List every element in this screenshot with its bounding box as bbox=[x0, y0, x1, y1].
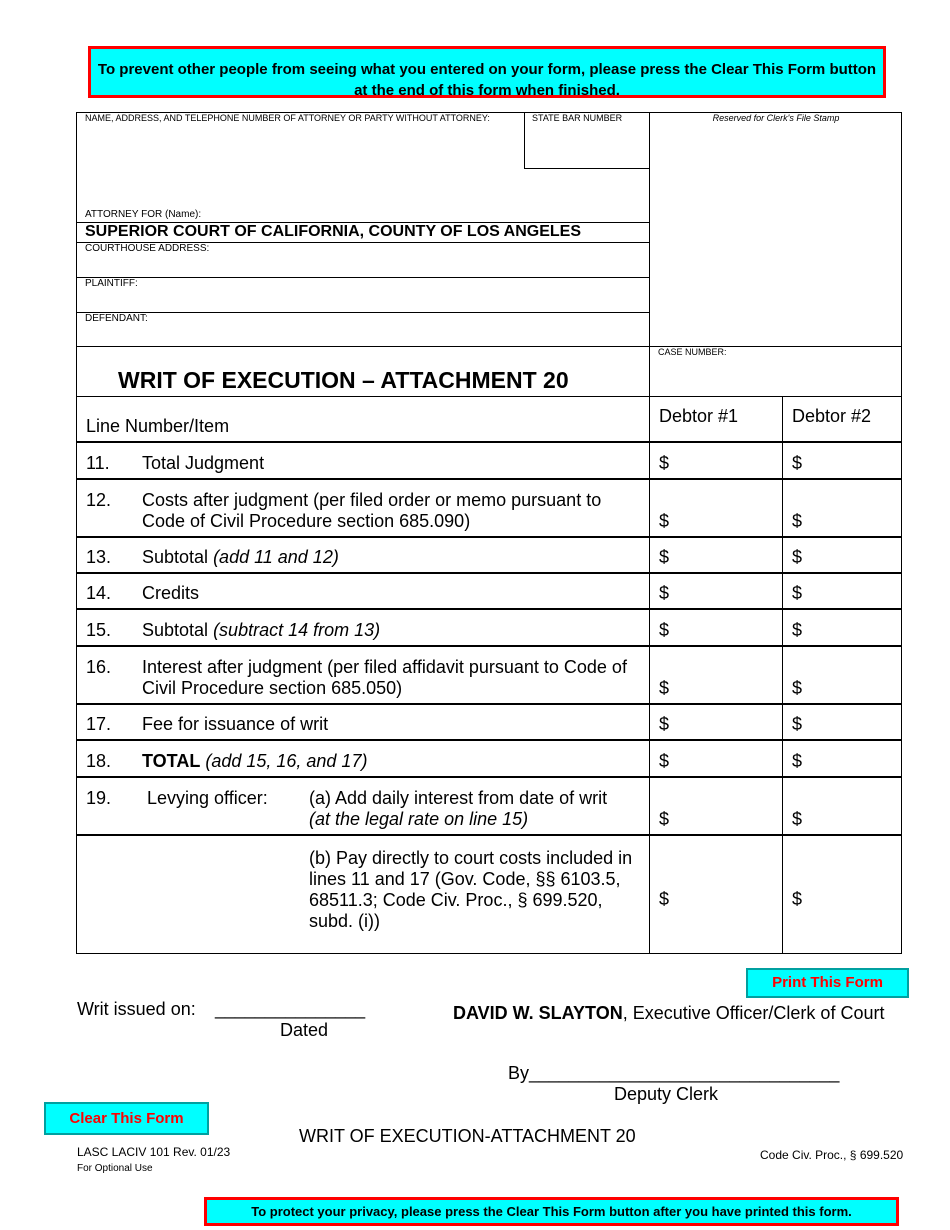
top-privacy-notice: To prevent other people from seeing what… bbox=[88, 46, 886, 99]
debtor2-amount[interactable]: $ bbox=[792, 620, 803, 640]
table-row-13: 13. Subtotal (add 11 and 12) $ $ bbox=[76, 536, 902, 573]
writ-issued-date-field[interactable]: _______________ bbox=[215, 999, 366, 1019]
debtor1-amount[interactable]: $ bbox=[659, 511, 670, 531]
court-name: SUPERIOR COURT OF CALIFORNIA, COUNTY OF … bbox=[85, 223, 582, 240]
debtor1-amount[interactable]: $ bbox=[659, 889, 670, 909]
attorney-for-label: ATTORNEY FOR (Name): bbox=[85, 209, 202, 220]
col-debtor-2: Debtor #2 bbox=[792, 406, 872, 426]
clerk-stamp-label: Reserved for Clerk's File Stamp bbox=[712, 113, 840, 123]
print-form-button[interactable]: Print This Form bbox=[746, 968, 909, 998]
debtor1-amount[interactable]: $ bbox=[659, 547, 670, 567]
state-bar-label: STATE BAR NUMBER bbox=[532, 113, 623, 123]
bottom-privacy-notice: To protect your privacy, please press th… bbox=[204, 1197, 899, 1226]
table-row-14: 14. Credits $ $ bbox=[76, 572, 902, 609]
clear-form-button[interactable]: Clear This Form bbox=[44, 1102, 209, 1135]
table-row-18: 18. TOTAL (add 15, 16, and 17) $ $ bbox=[76, 739, 902, 777]
attorney-label: NAME, ADDRESS, AND TELEPHONE NUMBER OF A… bbox=[85, 113, 490, 123]
bottom-notice-text: To protect your privacy, please press th… bbox=[251, 1204, 852, 1219]
state-bar-box[interactable] bbox=[524, 112, 650, 169]
debtor1-amount[interactable]: $ bbox=[659, 583, 670, 603]
form-id: LASC LACIV 101 Rev. 01/23 bbox=[77, 1145, 231, 1159]
top-notice-text: To prevent other people from seeing what… bbox=[97, 61, 877, 99]
debtor2-amount[interactable]: $ bbox=[792, 511, 803, 531]
code-reference: Code Civ. Proc., § 699.520 bbox=[760, 1148, 904, 1162]
table-row-17: 17. Fee for issuance of writ $ $ bbox=[76, 703, 902, 740]
table-row-15: 15. Subtotal (subtract 14 from 13) $ $ bbox=[76, 608, 902, 646]
case-number-label: CASE NUMBER: bbox=[658, 347, 727, 357]
table-row-19a: 19. Levying officer: (a) Add daily interes… bbox=[76, 776, 902, 835]
clerk-signature-line: DAVID W. SLAYTON, Executive Officer/Cler… bbox=[453, 1003, 885, 1023]
debtor1-amount[interactable]: $ bbox=[659, 751, 670, 771]
debtor2-amount[interactable]: $ bbox=[792, 678, 803, 698]
defendant-label: DEFENDANT: bbox=[85, 313, 148, 324]
debtor1-amount[interactable]: $ bbox=[659, 620, 670, 640]
optional-use: For Optional Use bbox=[77, 1163, 153, 1174]
table-row-19b: (b) Pay directly to court costs included… bbox=[76, 834, 902, 954]
debtor2-amount[interactable]: $ bbox=[792, 751, 803, 771]
footer-form-title: WRIT OF EXECUTION-ATTACHMENT 20 bbox=[299, 1126, 636, 1146]
debtor2-amount[interactable]: $ bbox=[792, 547, 803, 567]
debtor2-amount[interactable]: $ bbox=[792, 453, 803, 473]
debtor2-amount[interactable]: $ bbox=[792, 809, 803, 829]
table-row-16: 16. Interest after judgment (per filed af… bbox=[76, 645, 902, 704]
dated-label: Dated bbox=[280, 1020, 329, 1040]
debtor1-amount[interactable]: $ bbox=[659, 453, 670, 473]
debtor1-amount[interactable]: $ bbox=[659, 678, 670, 698]
col-debtor-1: Debtor #1 bbox=[659, 406, 739, 426]
courthouse-label: COURTHOUSE ADDRESS: bbox=[85, 243, 210, 254]
debtor1-amount[interactable]: $ bbox=[659, 809, 670, 829]
by-deputy-line: By_______________________________ bbox=[508, 1063, 840, 1083]
debtor2-amount[interactable]: $ bbox=[792, 714, 803, 734]
table-row-11: 11. Total Judgment $ $ bbox=[76, 441, 902, 479]
debtor2-amount[interactable]: $ bbox=[792, 889, 803, 909]
debtor2-amount[interactable]: $ bbox=[792, 583, 803, 603]
writ-issued-label: Writ issued on: bbox=[77, 999, 196, 1019]
deputy-clerk-label: Deputy Clerk bbox=[614, 1084, 719, 1104]
debtor1-amount[interactable]: $ bbox=[659, 714, 670, 734]
col-line-item: Line Number/Item bbox=[86, 416, 230, 436]
table-row-12: 12. Costs after judgment (per filed order… bbox=[76, 478, 902, 537]
form-title: WRIT OF EXECUTION – ATTACHMENT 20 bbox=[118, 367, 569, 393]
plaintiff-label: PLAINTIFF: bbox=[85, 278, 138, 289]
